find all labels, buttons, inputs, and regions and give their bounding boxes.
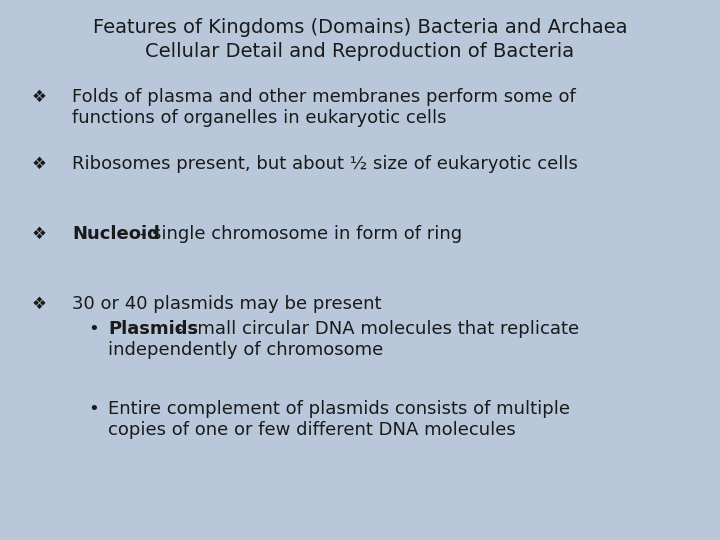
Text: independently of chromosome: independently of chromosome (108, 341, 383, 359)
Text: ❖: ❖ (32, 88, 47, 106)
Text: Cellular Detail and Reproduction of Bacteria: Cellular Detail and Reproduction of Bact… (145, 42, 575, 61)
Text: ❖: ❖ (32, 225, 47, 243)
Text: copies of one or few different DNA molecules: copies of one or few different DNA molec… (108, 421, 516, 439)
Text: Nucleoid: Nucleoid (72, 225, 160, 243)
Text: •: • (88, 320, 99, 338)
Text: 30 or 40 plasmids may be present: 30 or 40 plasmids may be present (72, 295, 382, 313)
Text: ❖: ❖ (32, 155, 47, 173)
Text: Folds of plasma and other membranes perform some of: Folds of plasma and other membranes perf… (72, 88, 576, 106)
Text: - single chromosome in form of ring: - single chromosome in form of ring (135, 225, 462, 243)
Text: Ribosomes present, but about ½ size of eukaryotic cells: Ribosomes present, but about ½ size of e… (72, 155, 578, 173)
Text: Entire complement of plasmids consists of multiple: Entire complement of plasmids consists o… (108, 400, 570, 418)
Text: •: • (88, 400, 99, 418)
Text: Features of Kingdoms (Domains) Bacteria and Archaea: Features of Kingdoms (Domains) Bacteria … (93, 18, 627, 37)
Text: Plasmids: Plasmids (108, 320, 198, 338)
Text: - small circular DNA molecules that replicate: - small circular DNA molecules that repl… (171, 320, 580, 338)
Text: ❖: ❖ (32, 295, 47, 313)
Text: functions of organelles in eukaryotic cells: functions of organelles in eukaryotic ce… (72, 109, 446, 127)
